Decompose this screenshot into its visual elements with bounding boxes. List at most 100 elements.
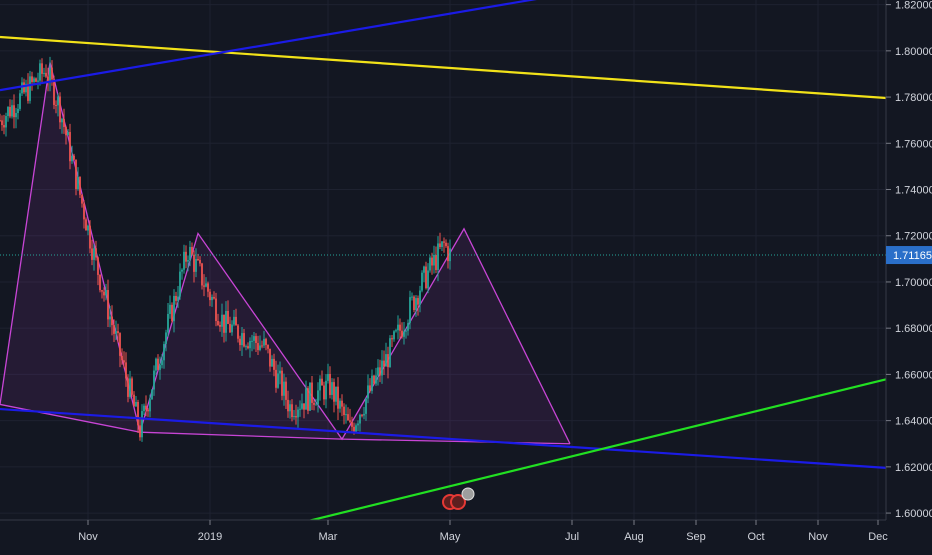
- pattern-fill: [342, 228, 570, 444]
- candle-body: [313, 402, 315, 405]
- candle-body: [331, 382, 333, 395]
- candle-body: [353, 426, 355, 432]
- candle-body: [271, 358, 273, 367]
- price-tick-label: 1.74000: [895, 185, 932, 197]
- candle-body: [401, 330, 403, 337]
- candle-body: [259, 345, 261, 350]
- candle-body: [379, 367, 381, 376]
- candle-body: [83, 203, 85, 220]
- trendline-yellow[interactable]: [0, 35, 907, 101]
- candle-body: [235, 316, 237, 326]
- time-axis-panel[interactable]: [0, 520, 932, 550]
- candle-body: [9, 106, 11, 117]
- candle-body: [383, 360, 385, 367]
- candle-body: [161, 360, 163, 366]
- candle-body: [385, 354, 387, 367]
- candle-body: [433, 255, 435, 266]
- candle-body: [329, 374, 331, 395]
- candle-body: [255, 336, 257, 344]
- price-tick-label: 1.70000: [895, 277, 932, 289]
- candle-body: [147, 409, 149, 412]
- candle-body: [143, 405, 145, 412]
- candle-body: [363, 413, 365, 416]
- candle-body: [419, 290, 421, 305]
- price-tick-label: 1.78000: [895, 92, 932, 104]
- candle-body: [23, 82, 25, 93]
- trendline-blue-upper[interactable]: [0, 0, 544, 92]
- candle-body: [119, 333, 121, 356]
- dividend-marker-icon[interactable]: [461, 487, 475, 501]
- candle-body: [399, 324, 401, 331]
- candle-body: [361, 414, 363, 416]
- candle-body: [283, 381, 285, 396]
- candle-body: [223, 314, 225, 333]
- candle-body: [395, 330, 397, 332]
- candle-body: [373, 375, 375, 384]
- candle-body: [195, 258, 197, 272]
- candle-body: [277, 373, 279, 388]
- candle-body: [125, 362, 127, 379]
- candle-body: [397, 324, 399, 331]
- candle-body: [447, 246, 449, 262]
- candle-body: [57, 96, 59, 106]
- earnings-marker-icon[interactable]: [450, 494, 466, 510]
- candle-body: [65, 127, 67, 136]
- price-tick-label: 1.72000: [895, 231, 932, 243]
- candle-body: [111, 316, 113, 326]
- candle-body: [393, 331, 395, 340]
- candle-body: [243, 333, 245, 347]
- candle-body: [157, 358, 159, 370]
- candle-body: [437, 243, 439, 270]
- candle-body: [197, 258, 199, 261]
- candle-body: [183, 251, 185, 270]
- trendline-green[interactable]: [283, 373, 907, 529]
- candle-body: [153, 370, 155, 390]
- candle-body: [333, 382, 335, 402]
- last-price-badge: [886, 246, 932, 265]
- candle-body: [163, 344, 165, 361]
- pattern-base[interactable]: [139, 431, 343, 440]
- candle-body: [145, 405, 147, 410]
- time-tick-label: Nov: [808, 531, 828, 543]
- pattern-base[interactable]: [341, 438, 571, 445]
- pattern-base[interactable]: [0, 403, 141, 433]
- candle-body: [405, 330, 407, 332]
- candle-body: [89, 225, 91, 249]
- candle-body: [175, 295, 177, 301]
- candle-body: [247, 346, 249, 349]
- candle-body: [337, 386, 339, 409]
- candle-body: [311, 382, 313, 403]
- candle-body: [93, 248, 95, 260]
- trendline-blue-lower[interactable]: [0, 407, 907, 471]
- candle-body: [293, 416, 295, 418]
- candle-body: [107, 290, 109, 320]
- candle-body: [53, 79, 55, 105]
- candle-body: [279, 370, 281, 374]
- candle-body: [423, 266, 425, 273]
- candle-body: [349, 420, 351, 422]
- candle-body: [345, 414, 347, 416]
- trendlines[interactable]: [0, 0, 907, 529]
- candle-body: [301, 403, 303, 409]
- xabcd-pattern[interactable]: [0, 62, 571, 445]
- candle-body: [33, 78, 35, 82]
- price-tick-label: 1.62000: [895, 462, 932, 474]
- candle-body: [49, 67, 51, 82]
- candle-body: [317, 390, 319, 405]
- candle-body: [439, 243, 441, 248]
- candle-body: [189, 246, 191, 261]
- candle-body: [249, 341, 251, 349]
- candle-body: [113, 325, 115, 334]
- event-markers[interactable]: [442, 487, 475, 510]
- candle-body: [173, 295, 175, 322]
- candle-body: [415, 298, 417, 311]
- candle-body: [109, 316, 111, 320]
- candle-body: [215, 298, 217, 321]
- candle-body: [217, 320, 219, 325]
- candle-body: [19, 93, 21, 109]
- candle-body: [221, 314, 223, 327]
- candle-body: [377, 367, 379, 376]
